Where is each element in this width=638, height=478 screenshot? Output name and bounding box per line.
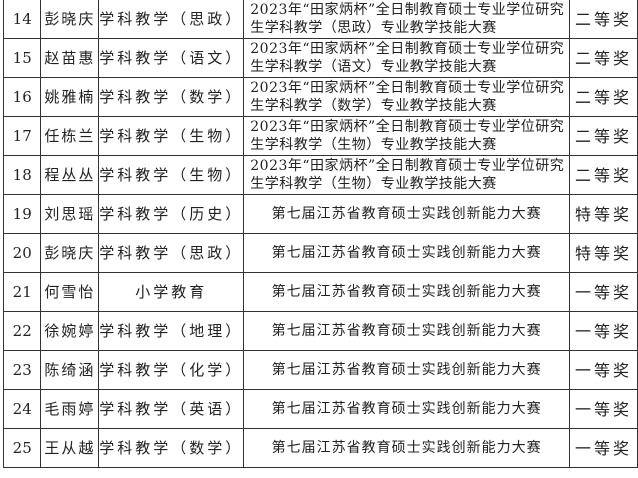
row-number: 17	[2, 116, 42, 156]
student-name: 徐婉婷	[40, 311, 100, 351]
major: 学科教学（历史）	[98, 194, 245, 234]
award-level: 一等奖	[569, 272, 638, 312]
award-level: 一等奖	[569, 428, 638, 468]
major: 学科教学（思政）	[98, 0, 245, 39]
competition-name: 第七届江苏省教育硕士实践创新能力大赛	[243, 194, 571, 234]
student-name: 王从越	[40, 428, 100, 468]
table-row: 16 姚雅楠 学科教学（数学） 2023年“田家炳杯”全日制教育硕士专业学位研究生学科…	[2, 77, 638, 117]
row-number: 22	[2, 311, 42, 351]
row-number: 24	[2, 389, 42, 429]
competition-name: 第七届江苏省教育硕士实践创新能力大赛	[243, 428, 571, 468]
row-number: 25	[2, 428, 42, 468]
student-name: 彭晓庆	[40, 0, 100, 39]
competition-name: 第七届江苏省教育硕士实践创新能力大赛	[243, 311, 571, 351]
table-row: 23 陈绮涵 学科教学（化学） 第七届江苏省教育硕士实践创新能力大赛 一等奖	[2, 350, 638, 390]
award-level: 二等奖	[569, 155, 638, 195]
table-row: 20 彭晓庆 学科教学（思政） 第七届江苏省教育硕士实践创新能力大赛 特等奖	[2, 233, 638, 273]
award-level: 二等奖	[569, 77, 638, 117]
competition-name: 2023年“田家炳杯”全日制教育硕士专业学位研究生学科教学（思政）专业教学技能大…	[243, 0, 571, 39]
student-name: 程丛丛	[40, 155, 100, 195]
row-number: 21	[2, 272, 42, 312]
competition-name: 2023年“田家炳杯”全日制教育硕士专业学位研究生学科教学（数学）专业教学技能大…	[243, 77, 571, 117]
major: 学科教学（数学）	[98, 428, 245, 468]
row-number: 19	[2, 194, 42, 234]
major: 学科教学（地理）	[98, 311, 245, 351]
competition-name: 第七届江苏省教育硕士实践创新能力大赛	[243, 272, 571, 312]
major: 小学教育	[98, 272, 245, 312]
student-name: 姚雅楠	[40, 77, 100, 117]
row-number: 23	[2, 350, 42, 390]
major: 学科教学（生物）	[98, 155, 245, 195]
competition-name: 2023年“田家炳杯”全日制教育硕士专业学位研究生学科教学（语文）专业教学技能大…	[243, 38, 571, 78]
award-level: 一等奖	[569, 311, 638, 351]
table-row: 19 刘思瑶 学科教学（历史） 第七届江苏省教育硕士实践创新能力大赛 特等奖	[2, 194, 638, 234]
award-level: 二等奖	[569, 38, 638, 78]
competition-name: 2023年“田家炳杯”全日制教育硕士专业学位研究生学科教学（生物）专业教学技能大…	[243, 116, 571, 156]
major: 学科教学（思政）	[98, 233, 245, 273]
awards-table: 14 彭晓庆 学科教学（思政） 2023年“田家炳杯”全日制教育硕士专业学位研究生学科…	[2, 0, 638, 468]
table-row: 22 徐婉婷 学科教学（地理） 第七届江苏省教育硕士实践创新能力大赛 一等奖	[2, 311, 638, 351]
major: 学科教学（生物）	[98, 116, 245, 156]
award-level: 一等奖	[569, 350, 638, 390]
student-name: 赵苗惠	[40, 38, 100, 78]
table-row: 17 任栋兰 学科教学（生物） 2023年“田家炳杯”全日制教育硕士专业学位研究生学科…	[2, 116, 638, 156]
row-number: 15	[2, 38, 42, 78]
row-number: 18	[2, 155, 42, 195]
student-name: 任栋兰	[40, 116, 100, 156]
award-level: 二等奖	[569, 116, 638, 156]
award-level: 二等奖	[569, 0, 638, 39]
row-number: 20	[2, 233, 42, 273]
table-row: 24 毛雨婷 学科教学（英语） 第七届江苏省教育硕士实践创新能力大赛 一等奖	[2, 389, 638, 429]
major: 学科教学（数学）	[98, 77, 245, 117]
table-row: 21 何雪怡 小学教育 第七届江苏省教育硕士实践创新能力大赛 一等奖	[2, 272, 638, 312]
row-number: 14	[2, 0, 42, 39]
table-row: 14 彭晓庆 学科教学（思政） 2023年“田家炳杯”全日制教育硕士专业学位研究生学科…	[2, 0, 638, 39]
major: 学科教学（化学）	[98, 350, 245, 390]
table-row: 18 程丛丛 学科教学（生物） 2023年“田家炳杯”全日制教育硕士专业学位研究生学科…	[2, 155, 638, 195]
award-level: 特等奖	[569, 194, 638, 234]
student-name: 何雪怡	[40, 272, 100, 312]
competition-name: 第七届江苏省教育硕士实践创新能力大赛	[243, 350, 571, 390]
student-name: 刘思瑶	[40, 194, 100, 234]
table-row: 15 赵苗惠 学科教学（语文） 2023年“田家炳杯”全日制教育硕士专业学位研究生学科…	[2, 38, 638, 78]
award-level: 特等奖	[569, 233, 638, 273]
major: 学科教学（英语）	[98, 389, 245, 429]
competition-name: 2023年“田家炳杯”全日制教育硕士专业学位研究生学科教学（生物）专业教学技能大…	[243, 155, 571, 195]
table-row: 25 王从越 学科教学（数学） 第七届江苏省教育硕士实践创新能力大赛 一等奖	[2, 428, 638, 468]
student-name: 彭晓庆	[40, 233, 100, 273]
award-level: 一等奖	[569, 389, 638, 429]
competition-name: 第七届江苏省教育硕士实践创新能力大赛	[243, 233, 571, 273]
student-name: 陈绮涵	[40, 350, 100, 390]
student-name: 毛雨婷	[40, 389, 100, 429]
row-number: 16	[2, 77, 42, 117]
competition-name: 第七届江苏省教育硕士实践创新能力大赛	[243, 389, 571, 429]
major: 学科教学（语文）	[98, 38, 245, 78]
